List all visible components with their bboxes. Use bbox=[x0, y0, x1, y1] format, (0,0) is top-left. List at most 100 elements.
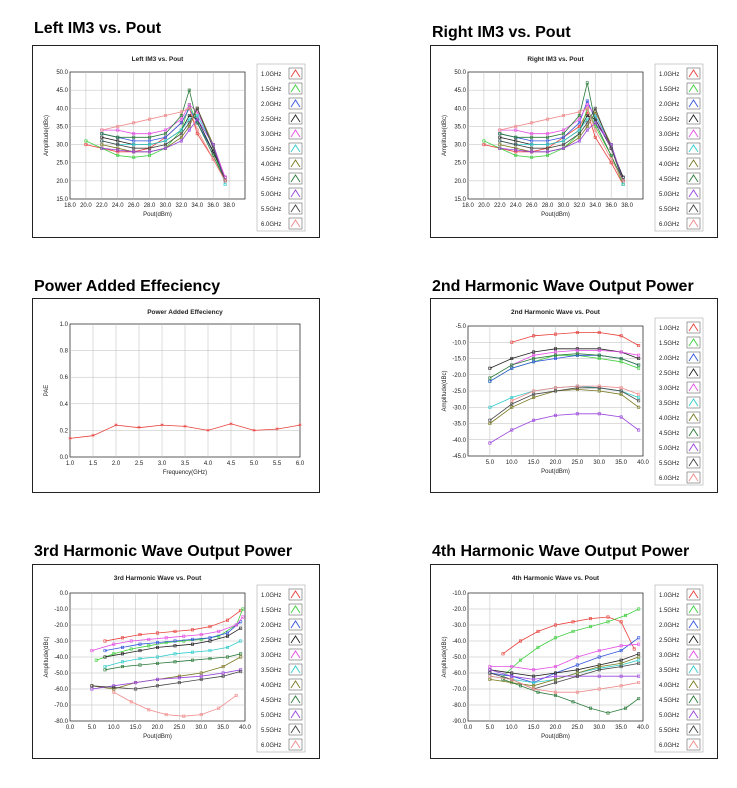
data-point bbox=[179, 128, 183, 132]
y-tick-label: 0.8 bbox=[60, 349, 69, 355]
data-point bbox=[597, 674, 601, 678]
data-point bbox=[100, 139, 104, 143]
data-point bbox=[164, 713, 168, 717]
data-point bbox=[179, 139, 183, 143]
legend-label: 1.0GHz bbox=[659, 326, 679, 332]
legend-label: 6.0GHz bbox=[659, 743, 679, 749]
y-tick-label: -45.0 bbox=[452, 454, 466, 460]
data-point bbox=[187, 117, 191, 121]
y-tick-label: 25.0 bbox=[454, 161, 466, 167]
data-point bbox=[199, 633, 203, 637]
legend-label: 4.0GHz bbox=[659, 683, 679, 689]
data-point bbox=[532, 392, 536, 396]
legend: 1.0GHz 1.5GHz 2.0GHz 2.5GHz 3.0GHz 3.5GHz 4.0G… bbox=[654, 63, 704, 232]
series-line bbox=[101, 114, 226, 185]
data-point bbox=[585, 106, 589, 110]
data-point bbox=[514, 124, 518, 128]
data-point bbox=[561, 143, 565, 147]
data-point bbox=[637, 681, 641, 685]
data-point bbox=[488, 379, 492, 383]
data-point bbox=[90, 687, 94, 691]
x-tick-label: 35.0 bbox=[615, 460, 627, 466]
data-point bbox=[554, 636, 558, 640]
data-point bbox=[546, 153, 550, 157]
y-tick-label: 45.0 bbox=[454, 88, 466, 94]
chart-pae-svg: Power Added Effeciency 1.0 1.5 2.0 2.5 3.0 3.5… bbox=[44, 309, 305, 476]
data-point bbox=[561, 128, 565, 132]
x-tick-label: 22.0 bbox=[96, 203, 108, 209]
data-point bbox=[129, 639, 133, 643]
data-point bbox=[619, 392, 623, 396]
legend-swatch-frame bbox=[686, 723, 701, 736]
series-line bbox=[489, 637, 639, 684]
data-point: ✶ bbox=[159, 422, 164, 429]
legend-label: 4.0GHz bbox=[659, 162, 679, 168]
data-point bbox=[147, 644, 151, 648]
data-point bbox=[546, 139, 550, 143]
y-tick-label: -60.0 bbox=[54, 687, 68, 693]
data-point bbox=[510, 428, 514, 432]
data-point bbox=[514, 150, 518, 154]
data-point bbox=[575, 386, 579, 390]
data-point bbox=[488, 674, 492, 678]
data-point bbox=[148, 135, 152, 139]
data-point bbox=[132, 155, 136, 159]
data-point bbox=[609, 161, 613, 165]
legend-label: 4.5GHz bbox=[659, 698, 679, 704]
chart-left-im3: Left IM3 vs. Pout 18.0 20.0 22.0 24.0 26.0 28.… bbox=[32, 45, 320, 238]
data-point bbox=[619, 684, 623, 688]
legend-swatch-line bbox=[290, 665, 301, 674]
data-point bbox=[116, 124, 120, 128]
data-point bbox=[597, 356, 601, 360]
data-point bbox=[619, 415, 623, 419]
data-point bbox=[554, 386, 558, 390]
legend-label: 1.5GHz bbox=[659, 87, 679, 93]
data-point bbox=[514, 143, 518, 147]
data-point bbox=[532, 668, 536, 672]
legend-swatch-line bbox=[290, 620, 301, 629]
data-point bbox=[501, 652, 505, 656]
data-point bbox=[532, 350, 536, 354]
legend-swatch-line bbox=[688, 665, 699, 674]
data-point bbox=[575, 412, 579, 416]
legend-label: 5.5GHz bbox=[659, 207, 679, 213]
y-tick-label: 0.0 bbox=[60, 455, 69, 461]
legend-swatch-frame bbox=[686, 663, 701, 676]
series-line bbox=[96, 608, 244, 661]
data-point bbox=[498, 146, 502, 150]
x-tick-label: 36.0 bbox=[207, 203, 219, 209]
data-point bbox=[514, 139, 518, 143]
data-point bbox=[637, 399, 641, 403]
x-tick-label: 22.0 bbox=[494, 203, 506, 209]
data-point bbox=[103, 655, 107, 659]
data-point bbox=[510, 665, 514, 669]
legend: 1.0GHz 1.5GHz 2.0GHz 2.5GHz 3.0GHz 3.5GHz 4.0G… bbox=[256, 584, 306, 753]
data-point bbox=[129, 647, 133, 651]
data-point bbox=[510, 366, 514, 370]
data-point bbox=[148, 139, 152, 143]
y-tick-label: -60.0 bbox=[452, 671, 466, 677]
data-point bbox=[637, 392, 641, 396]
legend-swatch-line bbox=[688, 129, 699, 138]
data-point bbox=[597, 655, 601, 659]
y-tick-label: 40.0 bbox=[454, 106, 466, 112]
legend-swatch-frame bbox=[288, 693, 303, 706]
x-tick-label: 40.0 bbox=[239, 725, 251, 731]
data-point bbox=[156, 655, 160, 659]
legend-label: 3.0GHz bbox=[659, 132, 679, 138]
data-point bbox=[498, 135, 502, 139]
data-point bbox=[575, 347, 579, 351]
data-point bbox=[530, 132, 534, 136]
data-point bbox=[637, 674, 641, 678]
legend-swatch-line bbox=[290, 174, 301, 183]
data-point bbox=[90, 684, 94, 688]
data-point bbox=[116, 150, 120, 154]
series-line bbox=[101, 107, 226, 178]
data-point bbox=[554, 347, 558, 351]
data-point bbox=[597, 665, 601, 669]
legend-swatch-line bbox=[290, 159, 301, 168]
legend-swatch-frame bbox=[686, 411, 701, 424]
x-tick-label: 30.0 bbox=[593, 725, 605, 731]
data-point bbox=[164, 636, 168, 640]
y-tick-label: 1.0 bbox=[60, 322, 69, 328]
